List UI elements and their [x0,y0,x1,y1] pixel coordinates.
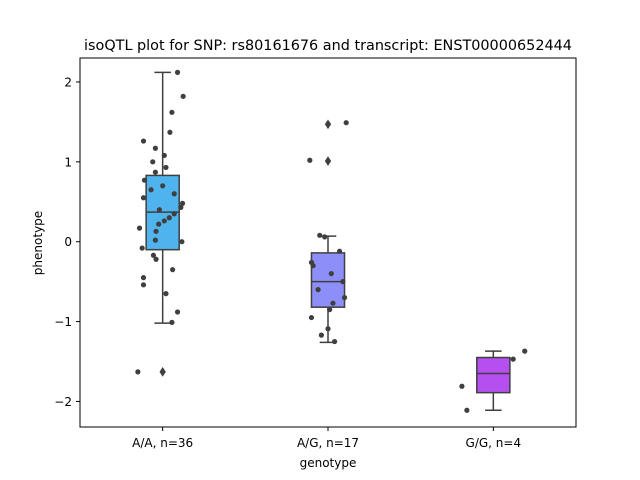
data-point [148,187,154,193]
chart-title: isoQTL plot for SNP: rs80161676 and tran… [84,38,572,54]
data-point [150,159,156,165]
data-point [178,204,184,210]
iqr-box [310,252,346,308]
data-point [169,267,176,273]
x-tick-label: A/A, n=36 [132,436,193,450]
data-point [166,215,172,221]
data-point [464,407,470,413]
outlier-marker [324,156,332,166]
data-point [161,152,167,159]
data-point [174,69,181,75]
box-group [459,348,528,413]
data-point [139,245,145,251]
data-point [140,282,147,288]
data-point [140,138,147,144]
data-point [152,237,158,243]
data-point [161,218,167,224]
data-point [510,356,516,362]
data-point [150,252,157,258]
y-axis-label: phenotype [31,211,45,275]
data-point [169,319,175,325]
data-point [340,279,346,285]
data-point [179,200,186,206]
data-point [317,232,323,238]
outlier-marker [324,119,332,130]
iqr-box [476,356,511,394]
data-point [336,248,343,254]
data-point [325,326,331,332]
data-point [140,195,147,201]
data-point [327,306,333,313]
data-point [179,239,185,245]
data-point [136,225,143,231]
data-point [343,120,349,126]
data-point [167,129,173,135]
data-point [160,183,166,189]
outlier-marker [159,367,166,377]
y-tick-label: 2 [64,75,72,89]
data-point [328,271,334,277]
x-tick-label: G/G, n=4 [466,436,522,450]
box-group [307,119,349,345]
data-point [174,309,181,315]
plot-area [135,69,528,413]
y-tick-label: 1 [64,155,72,169]
data-point [156,221,162,227]
data-point [180,93,186,99]
x-axis-label: genotype [300,456,357,470]
data-point [156,207,162,213]
x-tick-label: A/G, n=17 [297,436,359,450]
data-point [135,369,141,375]
data-point [141,177,148,183]
data-point [153,256,159,262]
data-point [171,191,177,197]
data-point [152,145,158,151]
x-axis: A/A, n=36 A/G, n=17 G/G, n=4 [132,427,521,450]
data-point [163,164,169,171]
data-point [152,169,158,175]
y-tick-label: −1 [54,315,72,329]
data-point [307,157,313,163]
data-point [341,295,348,301]
data-point [310,263,316,269]
y-tick-label: 0 [64,235,72,249]
data-point [308,314,315,321]
data-point [315,287,321,293]
y-tick-label: −2 [54,395,72,409]
data-point [332,338,338,345]
y-axis: −2 −1 0 1 2 [54,75,80,409]
data-point [163,291,169,297]
box-group [135,69,186,377]
data-point [153,228,159,234]
data-point [522,348,528,354]
data-point [318,332,324,338]
data-point [169,109,175,115]
data-point [459,383,465,389]
data-point [140,275,147,281]
data-point [171,211,177,217]
data-point [330,300,336,306]
data-point [322,234,328,240]
